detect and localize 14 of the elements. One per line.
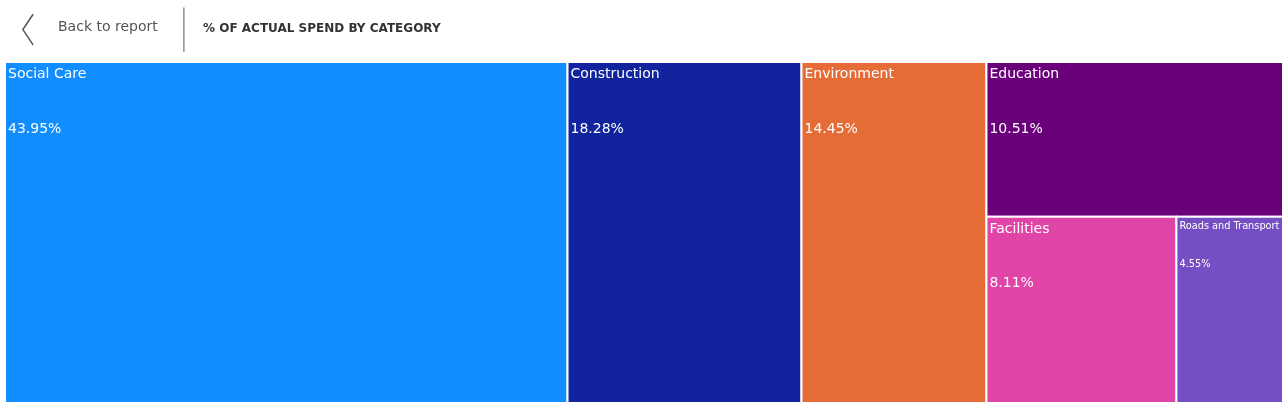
category-label: Social Care (8, 65, 87, 81)
text: Back to report (58, 18, 159, 34)
category-label: Environment (804, 65, 895, 81)
category-label: Roads and Transport (1179, 219, 1280, 231)
data-label: 4.55% (1179, 257, 1211, 269)
data-label: 18.28% (570, 119, 624, 136)
data-label: 43.95% (8, 119, 62, 136)
category-label: Construction (570, 65, 660, 81)
data-label: 8.11% (989, 274, 1034, 291)
category-label: Education (989, 65, 1060, 81)
category-label: Facilities (989, 219, 1050, 236)
data-label: 10.51% (989, 119, 1043, 136)
text: % OF ACTUAL SPEND BY CATEGORY (203, 21, 441, 36)
data-label: 14.45% (804, 119, 858, 136)
